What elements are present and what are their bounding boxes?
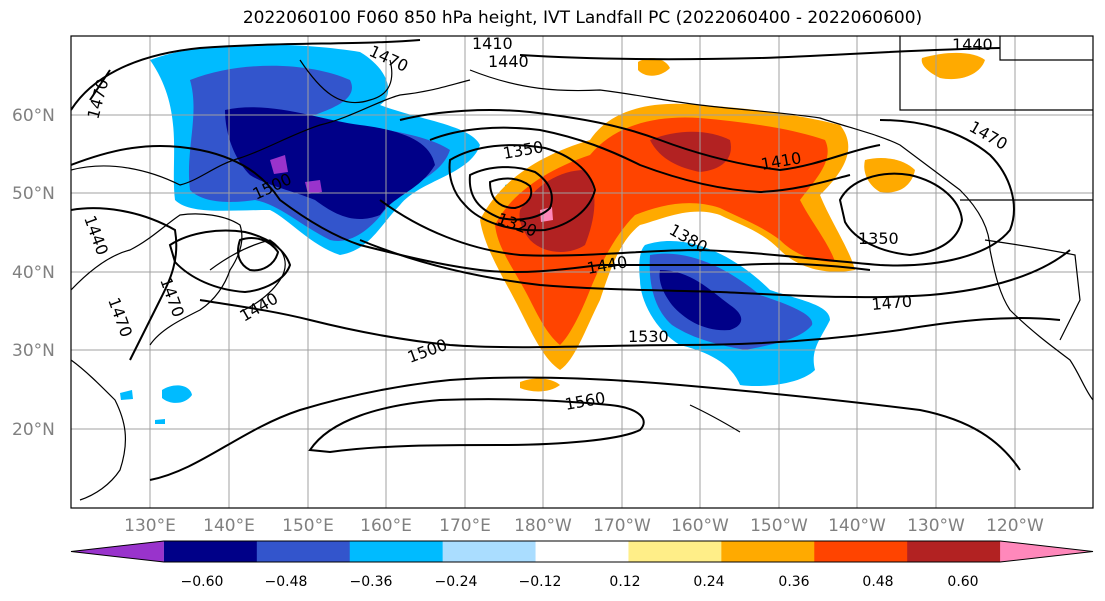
longitude-labels: 130°E 140°E 150°E 160°E 170°E 180°W 170°… [124,516,1044,536]
lat-label: 30°N [12,341,55,361]
colorbar-segment [535,541,629,562]
lat-label: 50°N [12,184,55,204]
graticule [71,36,1093,508]
lon-label: 170°E [439,516,491,536]
lon-label: 170°W [593,516,651,536]
colorbar-segment [814,541,908,562]
contour-label: 1440 [952,35,993,54]
colorbar-tick-label: 0.24 [693,574,724,590]
colorbar-labels: −0.60 −0.48 −0.36 −0.24 −0.12 0.12 0.24 … [181,574,979,590]
coastlines [71,36,1093,501]
lon-label: 160°W [671,516,729,536]
colorbar-tick-label: −0.24 [435,574,478,590]
map-frame [70,35,1094,509]
colorbar-tick-label: −0.12 [519,574,562,590]
colorbar-segment [907,541,1001,562]
lon-label: 150°W [750,516,808,536]
colorbar-tick-label: 0.12 [609,574,640,590]
latitude-labels: 60°N 50°N 40°N 30°N 20°N [12,106,55,440]
colorbar-tick-label: −0.60 [181,574,224,590]
colorbar-tick-label: −0.48 [265,574,308,590]
colorbar-segment [349,541,444,562]
colorbar-segment [71,541,164,562]
lat-label: 60°N [12,106,55,126]
contour-label: 1530 [628,327,669,346]
height-contours [71,39,1071,481]
lat-label: 40°N [12,263,55,283]
lon-label: 140°E [203,516,255,536]
map-plot-area: 1410 1440 1470 1470 1440 1470 1350 1410 … [71,34,1093,508]
colorbar-outline [70,540,1094,563]
colorbar-segment [721,541,815,562]
map-title: 2022060100 F060 850 hPa height, IVT Land… [242,8,923,28]
colorbar-segment [442,541,537,562]
lon-label: 120°W [986,516,1044,536]
lat-label: 20°N [12,420,55,440]
contour-label: 1470 [871,292,913,314]
colorbar [70,540,1094,563]
colorbar-segment [628,541,722,562]
colorbar-tick-label: 0.60 [947,574,978,590]
lon-label: 130°W [907,516,965,536]
contour-label: 1410 [472,34,513,53]
lon-label: 140°W [828,516,886,536]
lon-label: 180°W [514,516,572,536]
colorbar-tick-label: 0.36 [778,574,809,590]
colorbar-tick-label: −0.36 [350,574,393,590]
lon-label: 130°E [124,516,176,536]
lon-label: 160°E [360,516,412,536]
colorbar-segment [1000,541,1093,562]
colorbar-segment [256,541,351,562]
contour-label: 1350 [858,229,899,248]
lon-label: 150°E [282,516,334,536]
colorbar-tick-label: 0.48 [862,574,893,590]
contour-label: 1440 [488,52,529,71]
colorbar-segment [163,541,258,562]
